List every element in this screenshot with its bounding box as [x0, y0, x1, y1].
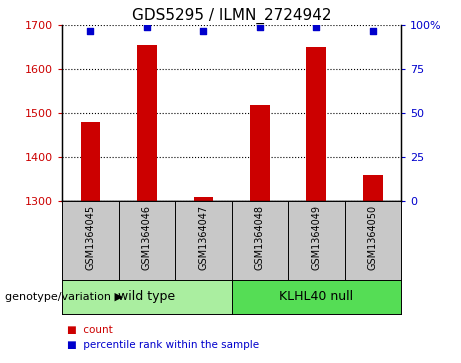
Point	[369, 28, 377, 34]
Bar	[250, 105, 270, 201]
Point	[143, 24, 151, 30]
Point	[200, 28, 207, 34]
Text: KLHL40 null: KLHL40 null	[279, 290, 354, 303]
Text: GSM1364049: GSM1364049	[311, 205, 321, 270]
Point	[87, 28, 94, 34]
Text: wild type: wild type	[118, 290, 176, 303]
Text: ■  count: ■ count	[67, 325, 112, 335]
Bar	[81, 122, 100, 201]
Point	[313, 24, 320, 30]
Point	[256, 24, 264, 30]
Text: ■  percentile rank within the sample: ■ percentile rank within the sample	[67, 340, 259, 350]
Bar	[194, 197, 213, 201]
Bar	[363, 175, 383, 201]
Text: GSM1364050: GSM1364050	[368, 205, 378, 270]
Text: GSM1364045: GSM1364045	[85, 205, 95, 270]
Bar	[137, 45, 157, 201]
Text: GSM1364047: GSM1364047	[198, 205, 208, 270]
Text: genotype/variation ▶: genotype/variation ▶	[5, 292, 123, 302]
Title: GDS5295 / ILMN_2724942: GDS5295 / ILMN_2724942	[132, 8, 331, 24]
Text: GSM1364046: GSM1364046	[142, 205, 152, 270]
Text: GSM1364048: GSM1364048	[255, 205, 265, 270]
Bar	[307, 46, 326, 201]
